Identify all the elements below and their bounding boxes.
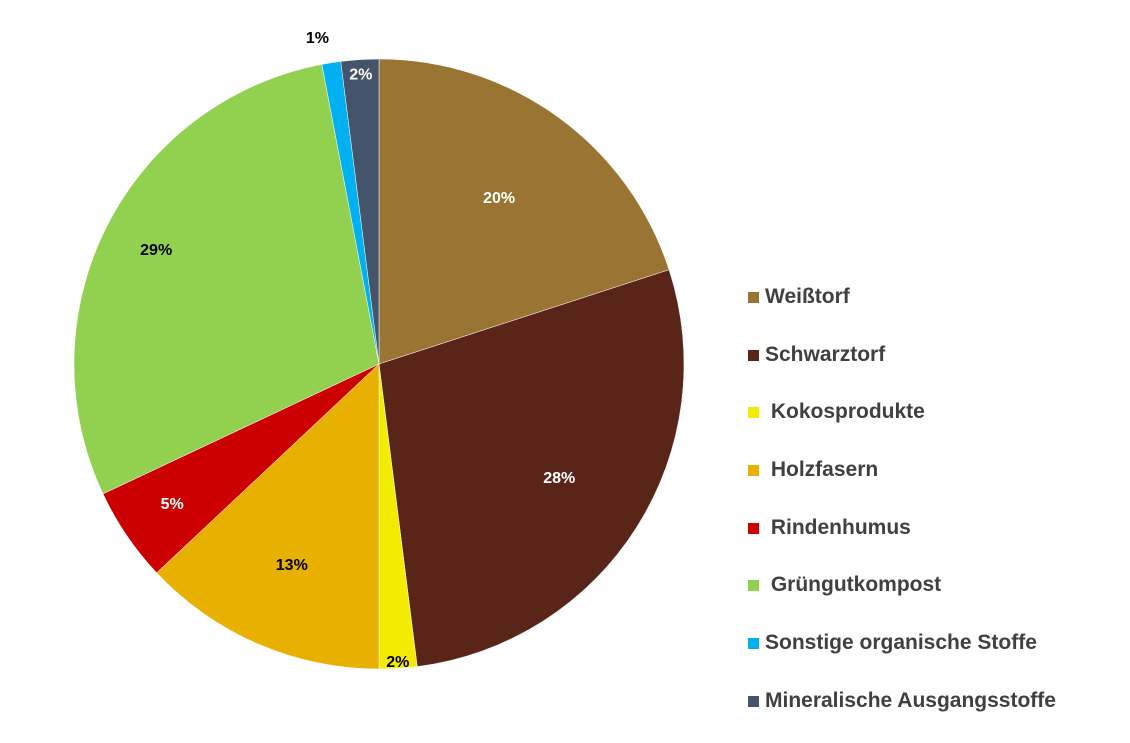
data-label-schwarztorf: 28% [543, 470, 575, 487]
legend-swatch [748, 292, 759, 303]
legend-label: Kokosprodukte [765, 400, 925, 424]
legend-swatch [748, 522, 759, 534]
pie-slice-mineralische-ausgangsstoffe [340, 58, 380, 365]
legend-item: Sonstige organische Stoffe [748, 627, 1128, 685]
data-label-weißtorf: 20% [483, 190, 515, 207]
legend-item: Weißtorf [748, 281, 1128, 339]
pie-slices [73, 58, 685, 670]
legend-item: Holzfasern [748, 454, 1128, 512]
legend-item: Kokosprodukte [748, 396, 1128, 454]
data-label-mineralische-ausgangsstoffe: 2% [349, 66, 372, 83]
legend-item: Mineralische Ausgangsstoffe [748, 685, 1128, 743]
legend-label: Schwarztorf [765, 342, 886, 366]
pie-slice-grüngutkompost [73, 64, 380, 495]
legend-swatch [748, 638, 759, 650]
data-label-grüngutkompost: 29% [140, 242, 172, 259]
legend-label: Grüngutkompost [765, 573, 942, 597]
data-label-sonstige-organische-stoffe: 1% [306, 30, 329, 47]
legend-swatch [748, 349, 759, 361]
legend-swatch [748, 465, 759, 477]
legend-swatch [748, 407, 759, 419]
chart-legend: Weißtorf Schwarztorf Kokosprodukte Holzfa… [748, 281, 1128, 743]
legend-label: Weißtorf [765, 285, 850, 308]
legend-item: Schwarztorf [748, 339, 1128, 397]
legend-label: Mineralische Ausgangsstoffe [765, 688, 1056, 712]
legend-swatch [748, 580, 759, 592]
pie-slice-schwarztorf [378, 269, 685, 667]
legend-label: Rindenhumus [765, 515, 911, 539]
legend-label: Holzfasern [765, 458, 879, 482]
legend-item: Grüngutkompost [748, 569, 1128, 627]
pie-data-labels: 20% 28% 2% 13% 5% 29% 1% 2% [140, 30, 575, 671]
data-label-rindenhumus: 5% [161, 496, 184, 513]
data-label-holzfasern: 13% [276, 557, 308, 574]
pie-slice-weißtorf [378, 58, 670, 365]
legend-label: Sonstige organische Stoffe [765, 631, 1037, 655]
data-label-kokosprodukte: 2% [386, 654, 409, 671]
legend-item: Rindenhumus [748, 512, 1128, 570]
pie-slice-holzfasern [156, 363, 380, 670]
legend-swatch [748, 695, 759, 707]
